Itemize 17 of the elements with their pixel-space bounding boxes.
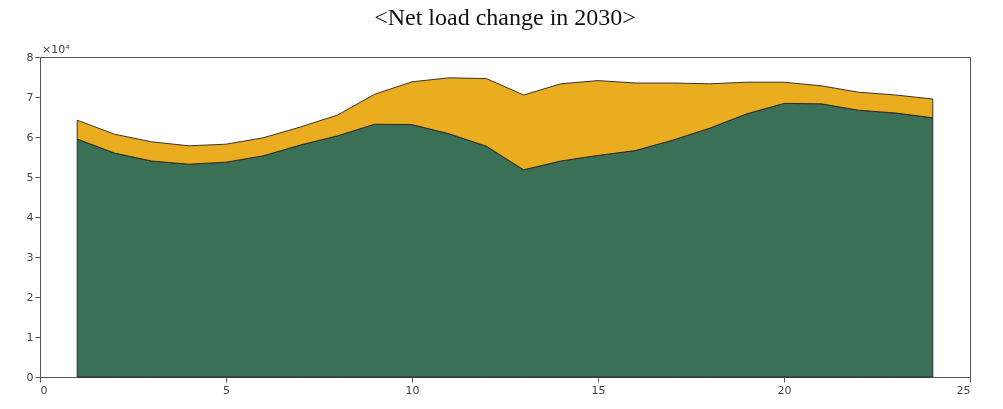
y-tick-label: 8 [26, 50, 34, 64]
x-tick-label: 25 [956, 383, 971, 397]
x-tick-label: 5 [223, 383, 230, 397]
y-tick-label: 3 [26, 250, 34, 264]
y-tick-label: 5 [26, 170, 34, 184]
y-tick-label: 1 [26, 330, 34, 344]
x-tick-label: 20 [777, 383, 792, 397]
x-tick-label: 0 [40, 383, 48, 397]
y-tick-label: 4 [26, 210, 34, 224]
text: ×10⁴ [42, 43, 71, 56]
y-tick-label: 7 [26, 90, 34, 104]
x-tick-label: 15 [591, 383, 606, 397]
y-tick-label: 2 [26, 290, 34, 304]
y-tick-label: 6 [26, 130, 34, 144]
chart-title: <Net load change in 2030> [374, 4, 636, 30]
x-tick-label: 10 [405, 383, 420, 397]
y-tick-label: 0 [26, 370, 34, 384]
